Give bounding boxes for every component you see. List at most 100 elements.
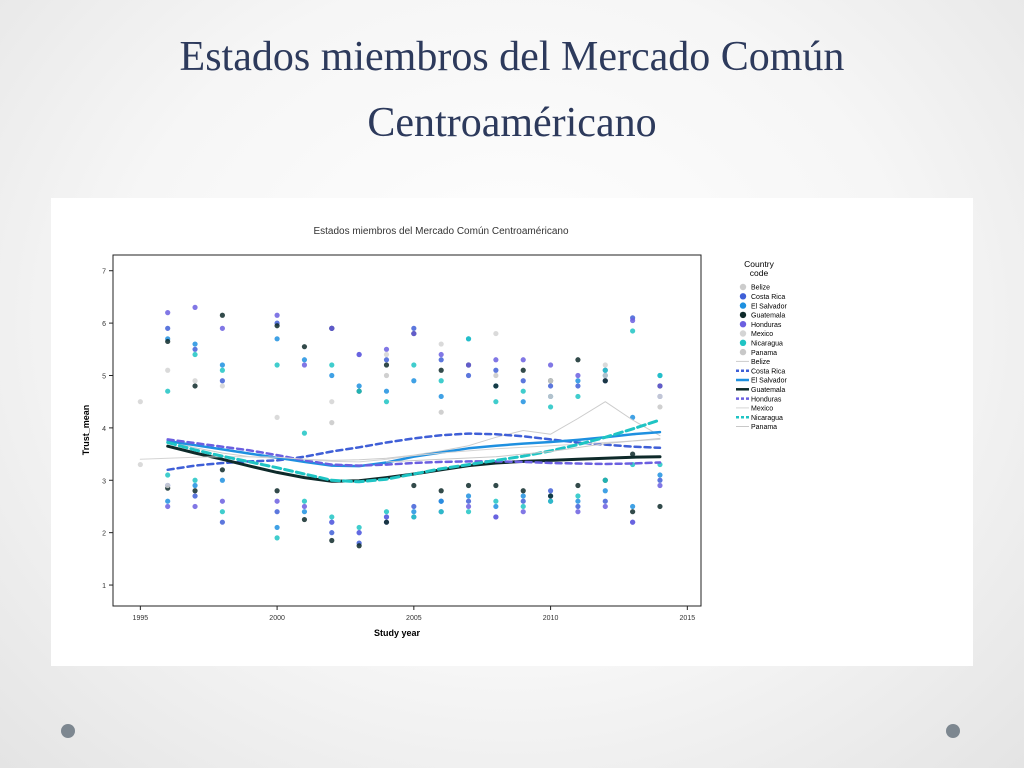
x-axis-label: Study year	[374, 628, 421, 638]
scatter-point-mexico	[137, 461, 143, 468]
scatter-point-guatemala	[438, 488, 444, 494]
legend-point-label-mexico: Mexico	[751, 331, 773, 338]
scatter-point-panama	[602, 372, 608, 379]
y-tick-label: 1	[102, 583, 106, 590]
legend-line-label-belize: Belize	[751, 359, 770, 366]
scatter-point-el-salvador	[465, 493, 472, 499]
legend-point-key-honduras	[739, 321, 747, 328]
scatter-point-costa-rica	[438, 357, 444, 363]
scatter-point-panama	[493, 372, 499, 379]
legend-line-label-honduras: Honduras	[751, 396, 782, 403]
scatter-point-el-salvador	[301, 357, 308, 363]
scatter-point-honduras	[657, 482, 663, 489]
scatter-point-el-salvador	[602, 488, 608, 494]
scatter-point-el-salvador	[438, 498, 444, 504]
scatter-point-nicaragua	[520, 388, 526, 394]
scatter-point-guatemala	[411, 482, 417, 489]
scatter-point-costa-rica	[575, 383, 581, 389]
scatter-point-guatemala	[192, 488, 198, 494]
scatter-point-el-salvador	[493, 503, 499, 510]
legend-point-label-el-salvador: El Salvador	[751, 303, 787, 310]
scatter-point-el-salvador	[383, 388, 390, 394]
scatter-point-guatemala	[219, 467, 225, 473]
legend-point-label-belize: Belize	[751, 285, 770, 292]
x-tick-label: 1995	[133, 615, 149, 622]
y-axis-label: Trust_mean	[81, 405, 91, 456]
scatter-point-honduras	[383, 346, 390, 352]
scatter-point-honduras	[383, 514, 390, 520]
x-tick-label: 2000	[269, 615, 285, 622]
scatter-point-mexico	[165, 482, 171, 489]
legend-point-label-honduras: Honduras	[751, 322, 782, 329]
scatter-point-honduras	[274, 498, 280, 504]
scatter-point-el-salvador	[575, 498, 581, 504]
legend-line-label-guatemala: Guatemala	[751, 387, 785, 394]
scatter-point-guatemala	[657, 503, 663, 510]
scatter-point-nicaragua	[219, 367, 225, 373]
scatter-point-guatemala	[575, 357, 581, 363]
legend-point-key-belize	[739, 283, 747, 291]
scatter-point-guatemala	[493, 383, 499, 389]
scatter-point-guatemala	[547, 493, 554, 499]
scatter-point-guatemala	[630, 509, 636, 515]
scatter-point-costa-rica	[547, 488, 554, 494]
right-corner-dot	[946, 724, 960, 738]
slide-title-line2: Centroaméricano	[367, 100, 657, 146]
scatter-point-guatemala	[438, 367, 444, 373]
scatter-point-honduras	[165, 310, 171, 316]
scatter-point-el-salvador	[356, 383, 362, 389]
legend-line-label-costa-rica: Costa Rica	[751, 368, 785, 375]
scatter-point-costa-rica	[465, 372, 472, 379]
scatter-point-nicaragua	[192, 477, 198, 483]
scatter-point-honduras	[274, 312, 280, 318]
scatter-point-panama	[547, 393, 554, 400]
scatter-point-costa-rica	[520, 378, 526, 384]
scatter-point-honduras	[575, 509, 581, 515]
scatter-point-el-salvador	[520, 493, 526, 499]
scatter-point-honduras	[219, 325, 225, 331]
scatter-point-el-salvador	[165, 498, 171, 504]
legend-line-label-mexico: Mexico	[751, 406, 773, 413]
scatter-point-nicaragua	[301, 430, 308, 436]
scatter-point-costa-rica	[575, 503, 581, 510]
scatter-point-guatemala	[575, 482, 581, 489]
scatter-point-guatemala	[192, 383, 198, 389]
scatter-point-honduras	[411, 330, 417, 337]
scatter-point-honduras	[547, 362, 554, 368]
scatter-point-guatemala	[465, 482, 472, 489]
scatter-point-el-salvador	[411, 509, 417, 515]
scatter-point-nicaragua	[165, 388, 171, 394]
scatter-point-guatemala	[520, 367, 526, 373]
scatter-point-el-salvador	[411, 378, 417, 384]
left-corner-dot	[61, 724, 75, 738]
legend-line-label-panama: Panama	[751, 424, 777, 431]
scatter-point-nicaragua	[329, 514, 335, 520]
scatter-point-nicaragua	[329, 362, 335, 368]
legend-point-label-nicaragua: Nicaragua	[751, 341, 783, 348]
scatter-point-costa-rica	[547, 383, 554, 389]
legend-line-label-nicaragua: Nicaragua	[751, 415, 783, 422]
scatter-point-costa-rica	[602, 498, 608, 504]
legend-point-key-panama	[739, 348, 747, 356]
scatter-point-el-salvador	[219, 477, 225, 483]
y-tick-label: 3	[102, 478, 106, 485]
scatter-point-honduras	[301, 503, 308, 510]
scatter-point-honduras	[329, 519, 335, 525]
scatter-point-honduras	[356, 530, 362, 536]
scatter-point-nicaragua	[602, 477, 608, 483]
scatter-point-honduras	[329, 325, 335, 331]
scatter-point-guatemala	[383, 519, 390, 525]
scatter-point-costa-rica	[192, 346, 198, 352]
scatter-point-el-salvador	[329, 372, 335, 379]
scatter-point-nicaragua	[301, 498, 308, 504]
scatter-point-nicaragua	[356, 388, 362, 394]
scatter-point-guatemala	[520, 488, 526, 494]
scatter-point-guatemala	[329, 537, 335, 544]
series-line-el-salvador	[166, 430, 662, 468]
scatter-point-el-salvador	[438, 393, 444, 400]
scatter-point-honduras	[602, 503, 608, 510]
scatter-point-guatemala	[630, 451, 636, 457]
scatter-point-mexico	[329, 399, 335, 405]
scatter-point-mexico	[493, 330, 499, 337]
legend-title-line2: code	[750, 268, 769, 278]
